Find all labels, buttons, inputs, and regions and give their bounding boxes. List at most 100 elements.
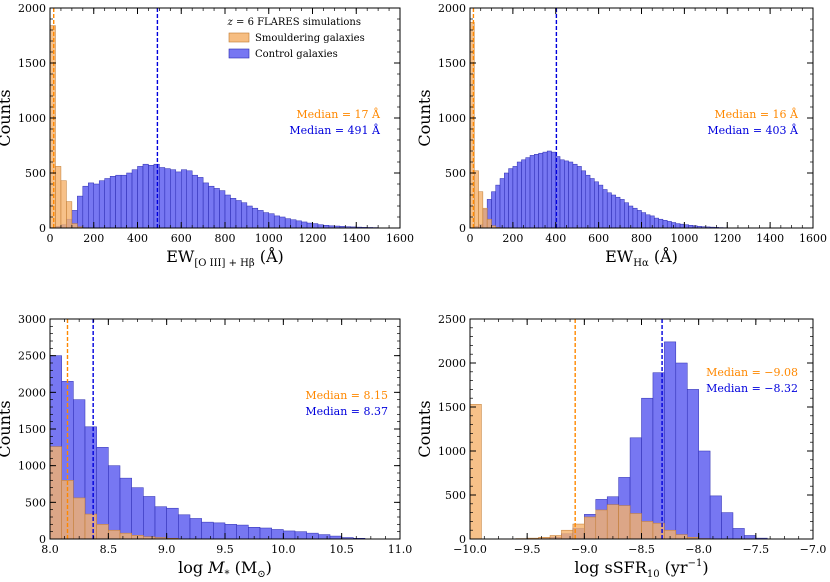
control-bar: [624, 202, 629, 228]
control-bar: [572, 163, 578, 228]
control-bar: [721, 512, 734, 539]
control-bar: [131, 487, 144, 539]
control-bar: [666, 221, 672, 228]
y-tick-label: 1500: [18, 423, 46, 436]
control-bar: [512, 166, 518, 228]
control-bar: [662, 220, 668, 228]
control-bar: [120, 174, 127, 228]
smouldering-median-label: Median = 17 Å: [296, 107, 381, 121]
control-bar: [709, 495, 722, 539]
control-bar: [108, 465, 121, 539]
control-bar: [534, 154, 539, 228]
y-tick-label: 2500: [18, 350, 46, 363]
smouldering-bar: [84, 513, 97, 539]
control-bar: [628, 205, 634, 228]
y-tick-label: 0: [459, 533, 466, 546]
x-tick-label: 400: [127, 232, 148, 245]
control-bar: [664, 341, 677, 539]
control-bar: [675, 223, 681, 228]
x-tick-label: 10.0: [271, 543, 296, 556]
smouldering-bar: [119, 532, 132, 539]
control-bar: [295, 220, 302, 228]
control-bar: [93, 183, 100, 228]
x-tick-label: −9.5: [514, 543, 541, 556]
control-bar: [148, 165, 155, 228]
control-bar: [581, 170, 587, 228]
control-bar: [318, 534, 331, 539]
control-bar: [219, 190, 226, 228]
smouldering-median-label: Median = 8.15: [305, 389, 388, 402]
smouldering-bar: [60, 180, 67, 228]
panel-1: 0 200 400 600 800 1000 1200 1400 1600 0 500 1000 150…: [0, 2, 414, 269]
control-bar: [658, 218, 664, 228]
control-bar: [236, 524, 249, 539]
control-bar: [257, 210, 264, 228]
control-bar: [732, 528, 745, 539]
control-bar: [290, 219, 297, 228]
control-bar: [283, 530, 296, 539]
x-tick-label: 600: [588, 232, 609, 245]
x-tick-label: −8.0: [685, 543, 712, 556]
control-bar: [178, 514, 191, 539]
control-bar: [230, 198, 237, 228]
smouldering-bar: [606, 504, 619, 539]
control-bar: [744, 535, 757, 539]
control-bar: [542, 151, 548, 228]
x-tick-label: 400: [545, 232, 566, 245]
control-bar: [632, 207, 638, 228]
y-tick-label: 1000: [438, 112, 466, 125]
legend-label-control: Control galaxies: [255, 49, 338, 60]
y-tick-label: 2000: [18, 386, 46, 399]
y-tick-label: 1500: [438, 57, 466, 70]
smouldering-bar: [584, 516, 597, 539]
smouldering-bar: [595, 509, 608, 539]
control-bar: [598, 184, 604, 228]
control-bar: [104, 178, 111, 228]
control-bar: [88, 182, 94, 228]
control-bar: [504, 172, 509, 228]
control-bar: [698, 450, 711, 539]
smouldering-bar: [561, 529, 574, 539]
control-bar: [224, 194, 231, 228]
control-bar: [271, 529, 284, 539]
control-bar: [551, 151, 557, 228]
control-bar: [109, 176, 116, 228]
control-median-label: Median = −8.32: [706, 382, 798, 395]
control-bar: [189, 518, 202, 539]
x-tick-label: 1000: [670, 232, 698, 245]
control-bar: [284, 218, 291, 228]
control-bar: [252, 207, 259, 228]
control-bar: [126, 172, 133, 228]
smouldering-median-label: Median = −9.08: [706, 366, 798, 379]
smouldering-bar: [73, 497, 86, 539]
control-bar: [235, 200, 242, 228]
control-bar: [645, 214, 651, 228]
x-tick-label: 1600: [799, 232, 827, 245]
y-tick-label: 2000: [438, 2, 466, 15]
x-tick-label: 9.0: [158, 543, 176, 556]
x-tick-label: 0: [47, 232, 54, 245]
control-bar: [508, 168, 514, 228]
control-bar: [538, 152, 544, 228]
control-bar: [77, 195, 84, 228]
y-tick-label: 1500: [18, 57, 46, 70]
y-tick-label: 1000: [18, 460, 46, 473]
control-bar: [615, 196, 621, 228]
control-bar: [529, 155, 535, 228]
smouldering-median-label: Median = 16 Å: [714, 107, 799, 121]
control-bar: [170, 169, 177, 228]
y-tick-label: 0: [39, 222, 46, 235]
control-bar: [191, 174, 198, 228]
smouldering-bar: [71, 223, 78, 228]
bars: [470, 341, 768, 539]
smouldering-bar: [96, 524, 109, 539]
x-tick-label: −8.5: [628, 543, 655, 556]
control-bar: [263, 212, 269, 228]
control-bar: [568, 161, 574, 228]
control-median-label: Median = 403 Å: [707, 123, 799, 137]
x-axis-label: log sSFR10 (yr−1): [574, 558, 708, 580]
y-tick-label: 1000: [18, 112, 46, 125]
control-bar: [619, 199, 625, 228]
bars: [50, 25, 379, 228]
